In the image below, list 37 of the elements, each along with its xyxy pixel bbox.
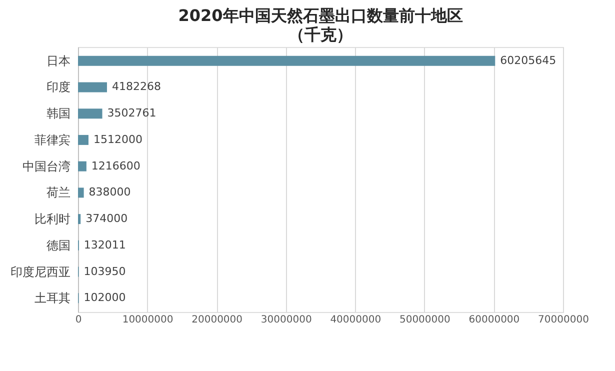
x-tick-label: 0: [75, 314, 82, 326]
bar: [78, 188, 84, 198]
bar: [78, 56, 496, 66]
y-tick-label: 菲律宾: [34, 132, 70, 147]
y-tick-label: 印度尼西亚: [10, 264, 70, 279]
x-tick-label: 10000000: [122, 314, 174, 326]
data-label: 3502761: [107, 106, 156, 120]
x-tick-label: 30000000: [260, 314, 312, 326]
bar: [78, 161, 86, 172]
bar: [78, 82, 107, 92]
x-tick-label: 40000000: [330, 314, 382, 326]
x-tick-label: 60000000: [468, 314, 520, 326]
x-tick-label: 20000000: [192, 314, 243, 326]
data-label: 838000: [88, 186, 131, 199]
y-tick-label: 中国台湾: [22, 159, 70, 174]
y-tick-label: 土耳其: [34, 291, 70, 306]
data-label: 103950: [84, 264, 126, 278]
data-label: 132011: [84, 238, 126, 252]
chart-subtitle: （千克）: [288, 25, 352, 44]
y-tick-label: 荷兰: [46, 186, 70, 200]
bar: [78, 214, 81, 224]
y-tick-label: 印度: [46, 80, 70, 94]
bar: [78, 108, 102, 119]
chart-title: 2020年中国天然石墨出口数量前十地区: [178, 6, 463, 25]
y-tick-label: 德国: [46, 238, 70, 252]
bar: [78, 134, 88, 145]
y-tick-label: 韩国: [46, 106, 70, 121]
x-tick-label: 70000000: [538, 314, 589, 326]
data-label: 60205645: [500, 54, 556, 67]
data-label: 1512000: [93, 132, 142, 146]
data-label: 4182268: [112, 80, 161, 94]
x-tick-label: 50000000: [399, 314, 450, 326]
data-label: 102000: [84, 291, 126, 304]
y-tick-label: 比利时: [34, 212, 70, 226]
y-tick-label: 日本: [46, 54, 70, 68]
data-label: 1216600: [91, 159, 140, 172]
data-label: 374000: [86, 212, 128, 226]
